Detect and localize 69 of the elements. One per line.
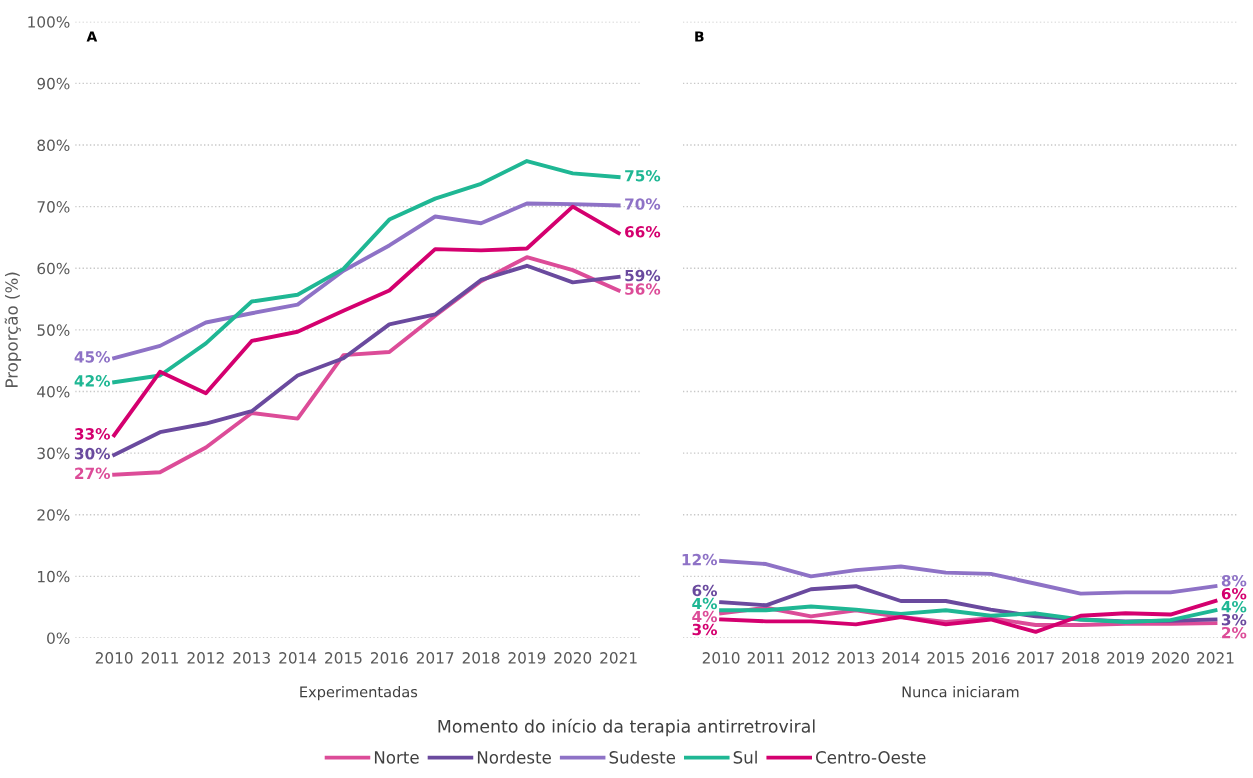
y-tick-label: 70%: [37, 201, 70, 213]
y-tick-label: 90%: [37, 77, 70, 90]
y-tick-label: 50%: [37, 324, 70, 336]
x-tick-label: 2019: [1107, 652, 1144, 664]
x-tick-label: 2016: [370, 652, 408, 664]
data-label: 27%: [75, 467, 110, 480]
data-label: 66%: [625, 226, 661, 238]
line-series: [112, 201, 621, 361]
text: B: [695, 31, 704, 42]
x-tick-label: 2013: [837, 652, 875, 664]
data-label: 56%: [625, 283, 661, 295]
x-tick-label: 2018: [462, 652, 500, 664]
legend-label: Centro-Oeste: [815, 751, 926, 764]
data-label: 4%: [1221, 600, 1247, 613]
x-tick-label: 2019: [508, 652, 546, 664]
x-tick-label: 2012: [792, 652, 829, 664]
y-tick-label: 20%: [37, 509, 70, 521]
data-label: 6%: [1221, 587, 1247, 600]
x-tick-label: 2010: [702, 652, 740, 664]
x-tick-label: 2011: [747, 652, 785, 664]
data-label: 30%: [74, 447, 110, 460]
data-label: 8%: [1221, 574, 1247, 587]
x-tick-label: 2017: [416, 652, 454, 664]
data-label: 3%: [1221, 613, 1247, 626]
y-tick-label: 60%: [37, 262, 70, 275]
data-label: 75%: [625, 169, 661, 182]
x-tick-label: 2014: [279, 652, 317, 664]
x-tick-label: 2020: [554, 652, 592, 664]
data-label: 33%: [74, 428, 110, 440]
line-series: [112, 204, 621, 438]
data-label: 6%: [692, 584, 718, 597]
data-label: 3%: [692, 623, 718, 636]
x-tick-label: 2020: [1152, 652, 1189, 664]
y-tick-label: 30%: [37, 447, 70, 460]
x-tick-label: 2021: [600, 652, 637, 664]
x-tick-label: 2018: [1062, 652, 1100, 664]
data-label: 59%: [625, 269, 661, 282]
data-label: 45%: [74, 351, 110, 363]
x-tick-label: 2012: [187, 652, 224, 664]
x-axis-title: Nunca iniciaram: [902, 686, 1019, 698]
line-series: [112, 159, 621, 385]
data-label: 2%: [1222, 626, 1247, 639]
x-tick-label: 2010: [95, 652, 133, 664]
y-axis-title: Proporção (%): [4, 272, 22, 387]
y-tick-label: 100%: [28, 16, 70, 28]
x-tick-label: 2021: [1197, 652, 1234, 664]
data-label: 12%: [682, 553, 718, 566]
data-label: 70%: [625, 198, 661, 210]
y-tick-label: 0%: [47, 632, 70, 644]
data-label: 4%: [692, 610, 718, 623]
legend-label: Norte: [374, 751, 419, 764]
data-label: 42%: [74, 375, 110, 387]
y-tick-label: 80%: [37, 139, 70, 152]
data-label: 4%: [692, 597, 718, 610]
y-tick-label: 40%: [37, 385, 70, 398]
legend-label: Sudeste: [609, 750, 676, 764]
text: A: [86, 31, 98, 42]
y-tick-label: 10%: [38, 570, 70, 583]
x-tick-label: 2014: [882, 652, 920, 664]
legend-label: Sul: [733, 750, 757, 764]
x-tick-label: 2013: [233, 652, 270, 664]
x-tick-label: 2016: [972, 652, 1010, 664]
x-tick-label: 2015: [927, 652, 964, 664]
x-tick-label: 2015: [325, 652, 362, 664]
x-tick-label: 2017: [1017, 652, 1054, 664]
x-tick-label: 2011: [141, 652, 179, 664]
legend-label: Nordeste: [477, 750, 551, 764]
x-axis-title: Experimentadas: [300, 686, 418, 701]
text: Momento do início da terapia antirretroviral: [438, 718, 815, 737]
